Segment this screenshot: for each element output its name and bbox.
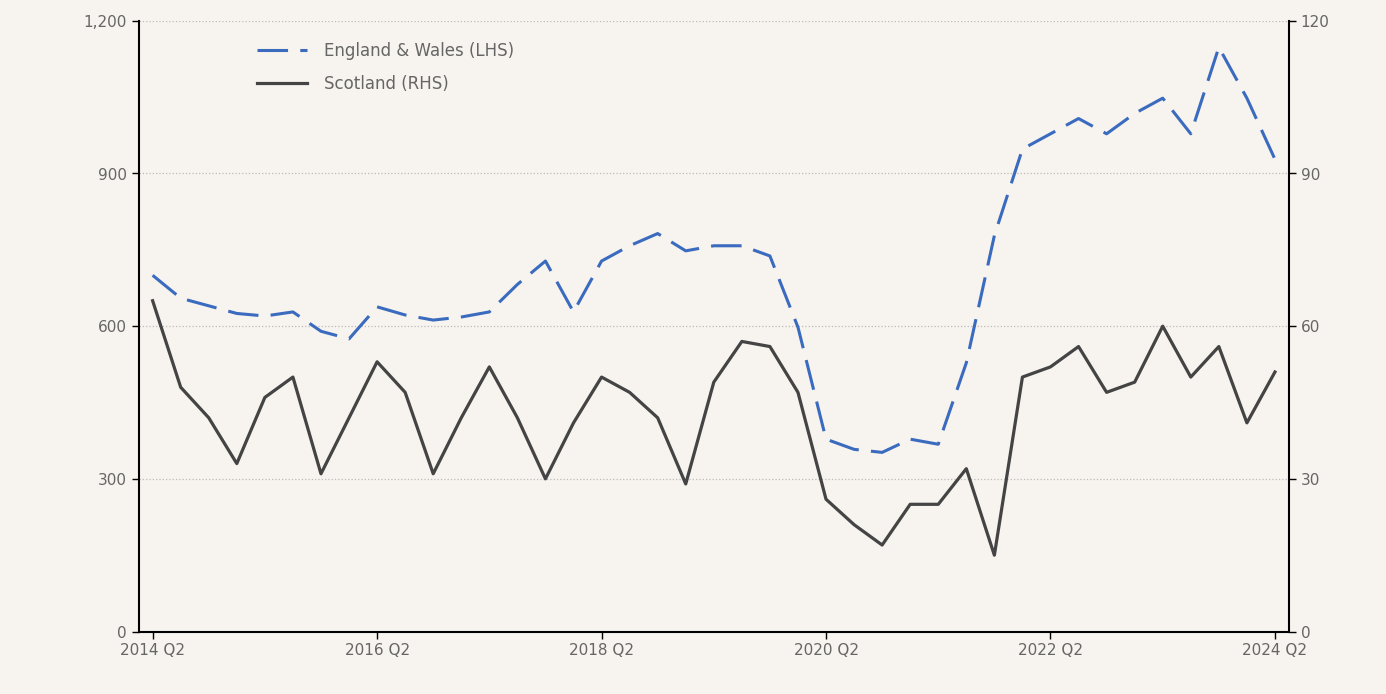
Scotland (RHS) [284, 373, 301, 381]
Scotland (RHS) [1015, 373, 1031, 381]
Line: Scotland (RHS): Scotland (RHS) [152, 301, 1275, 555]
Scotland (RHS) [172, 383, 188, 391]
England & Wales (LHS) [369, 303, 385, 311]
England & Wales (LHS) [256, 312, 273, 320]
Scotland (RHS) [256, 393, 273, 402]
England & Wales (LHS) [509, 280, 525, 289]
England & Wales (LHS) [593, 257, 610, 265]
Scotland (RHS) [1210, 342, 1227, 350]
Scotland (RHS) [1155, 322, 1171, 330]
England & Wales (LHS) [1042, 130, 1059, 138]
Scotland (RHS) [1127, 378, 1143, 387]
England & Wales (LHS) [1098, 130, 1114, 138]
Scotland (RHS) [818, 495, 834, 503]
Scotland (RHS) [481, 363, 498, 371]
England & Wales (LHS) [958, 359, 974, 367]
England & Wales (LHS) [453, 313, 470, 321]
England & Wales (LHS) [1239, 94, 1256, 102]
England & Wales (LHS) [1070, 115, 1087, 123]
England & Wales (LHS) [705, 242, 722, 250]
England & Wales (LHS) [733, 242, 750, 250]
Scotland (RHS) [790, 388, 807, 396]
England & Wales (LHS) [818, 435, 834, 443]
Scotland (RHS) [761, 342, 778, 350]
England & Wales (LHS) [144, 271, 161, 280]
England & Wales (LHS) [481, 307, 498, 316]
Scotland (RHS) [930, 500, 947, 509]
Scotland (RHS) [958, 464, 974, 473]
Scotland (RHS) [873, 541, 890, 549]
Legend: England & Wales (LHS), Scotland (RHS): England & Wales (LHS), Scotland (RHS) [251, 35, 521, 100]
England & Wales (LHS) [1267, 155, 1283, 163]
England & Wales (LHS) [396, 311, 413, 319]
Scotland (RHS) [565, 418, 582, 427]
England & Wales (LHS) [1182, 130, 1199, 138]
England & Wales (LHS) [845, 445, 862, 453]
Scotland (RHS) [902, 500, 919, 509]
England & Wales (LHS) [313, 327, 330, 335]
England & Wales (LHS) [565, 307, 582, 316]
England & Wales (LHS) [902, 435, 919, 443]
Scotland (RHS) [705, 378, 722, 387]
Scotland (RHS) [229, 459, 245, 468]
England & Wales (LHS) [790, 323, 807, 331]
England & Wales (LHS) [621, 242, 638, 250]
Scotland (RHS) [985, 551, 1002, 559]
England & Wales (LHS) [201, 302, 218, 310]
England & Wales (LHS) [229, 310, 245, 318]
Scotland (RHS) [509, 414, 525, 422]
England & Wales (LHS) [172, 294, 188, 303]
Scotland (RHS) [341, 414, 358, 422]
Scotland (RHS) [313, 470, 330, 478]
England & Wales (LHS) [1155, 94, 1171, 102]
Scotland (RHS) [1042, 363, 1059, 371]
Scotland (RHS) [201, 414, 218, 422]
Scotland (RHS) [733, 337, 750, 346]
Scotland (RHS) [1182, 373, 1199, 381]
Scotland (RHS) [845, 520, 862, 529]
England & Wales (LHS) [538, 257, 554, 265]
England & Wales (LHS) [1127, 109, 1143, 117]
England & Wales (LHS) [284, 307, 301, 316]
Scotland (RHS) [621, 388, 638, 396]
Scotland (RHS) [678, 480, 694, 488]
England & Wales (LHS) [873, 448, 890, 457]
Scotland (RHS) [369, 357, 385, 366]
England & Wales (LHS) [426, 316, 442, 324]
England & Wales (LHS) [930, 440, 947, 448]
Scotland (RHS) [650, 414, 667, 422]
Scotland (RHS) [144, 296, 161, 305]
Scotland (RHS) [1239, 418, 1256, 427]
Scotland (RHS) [593, 373, 610, 381]
England & Wales (LHS) [985, 231, 1002, 239]
Scotland (RHS) [426, 470, 442, 478]
England & Wales (LHS) [1210, 43, 1227, 51]
Scotland (RHS) [396, 388, 413, 396]
England & Wales (LHS) [1015, 145, 1031, 153]
England & Wales (LHS) [341, 335, 358, 343]
England & Wales (LHS) [761, 252, 778, 260]
Scotland (RHS) [538, 475, 554, 483]
Line: England & Wales (LHS): England & Wales (LHS) [152, 47, 1275, 452]
England & Wales (LHS) [650, 230, 667, 238]
Scotland (RHS) [1267, 368, 1283, 376]
Scotland (RHS) [1070, 342, 1087, 350]
England & Wales (LHS) [678, 246, 694, 255]
Scotland (RHS) [453, 414, 470, 422]
Scotland (RHS) [1098, 388, 1114, 396]
